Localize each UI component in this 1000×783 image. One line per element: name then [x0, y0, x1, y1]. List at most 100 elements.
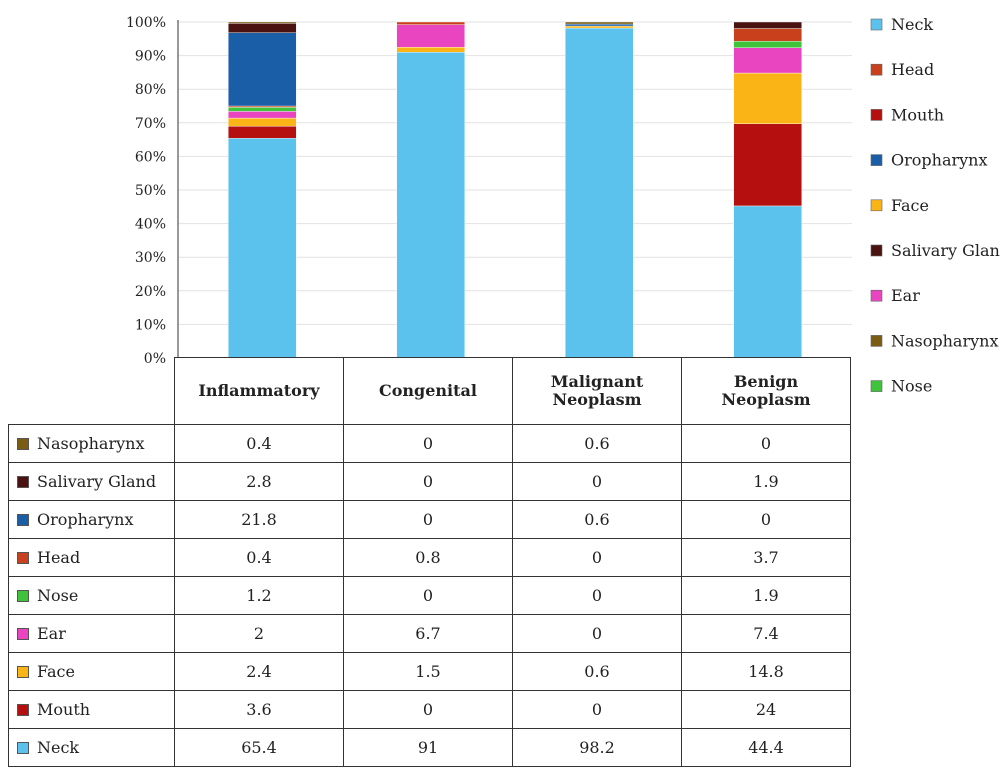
row-color-swatch: [17, 514, 29, 526]
table-cell: 24: [681, 690, 851, 729]
bar-segment-nasopharynx: [565, 21, 634, 25]
bar-segment-face: [733, 72, 802, 124]
row-color-swatch: [17, 476, 29, 488]
legend-swatch: [870, 109, 883, 121]
table-cell: 91: [343, 728, 513, 767]
table-column-header: Benign Neoplasm: [681, 357, 851, 425]
table-cell: 0.8: [343, 538, 513, 577]
legend-swatch: [870, 18, 883, 31]
table-cell: 0: [681, 500, 851, 539]
bar-segment-head: [733, 28, 802, 42]
y-tick-label: 50%: [135, 183, 166, 199]
table-cell: 0: [343, 576, 513, 615]
bar-segment-mouth: [733, 123, 802, 207]
legend-swatch: [870, 335, 883, 347]
table-cell: 0: [343, 500, 513, 539]
table-cell: 0.6: [512, 424, 682, 463]
y-tick-label: 80%: [135, 82, 166, 98]
table-cell: 2.4: [174, 652, 344, 691]
table-corner: [9, 358, 175, 425]
legend-swatch: [870, 63, 883, 76]
y-tick-label: 70%: [135, 116, 166, 132]
y-tick-label: 0%: [144, 351, 166, 367]
table-row-header: Oropharynx: [8, 500, 175, 539]
legend: Neck Head Mouth Oropharynx Face Salivary Glan…: [870, 15, 1000, 396]
legend-label: Oropharynx: [891, 151, 988, 170]
bar-segment-salivary-gland: [228, 23, 297, 33]
table-cell: 1.5: [343, 652, 513, 691]
table-cell: 0.6: [512, 652, 682, 691]
row-color-swatch: [17, 704, 29, 716]
bar-segment-face: [565, 25, 634, 29]
bar-segment-salivary-gland: [733, 21, 802, 29]
bar-segment-nose: [733, 40, 802, 48]
table-cell: 65.4: [174, 728, 344, 767]
table-cell: 2: [174, 614, 344, 653]
legend-swatch: [870, 154, 883, 166]
table-cell: 6.7: [343, 614, 513, 653]
bar-segment-face: [396, 47, 465, 53]
row-color-swatch: [17, 590, 29, 602]
legend-label: Neck: [891, 15, 933, 34]
table-column-header: Congenital: [343, 357, 513, 425]
data-table: Inflammatory Congenital Malignant Neoplasm B…: [8, 357, 851, 767]
table-cell: 7.4: [681, 614, 851, 653]
stacked-bar-chart: 0% 10% 20% 30% 40% 50% 60% 70% 80% 90% 100% Neck He…: [126, 15, 1000, 396]
table-row: Nose 1.2 0 0 1.9: [8, 576, 851, 615]
table-cell: 2.8: [174, 462, 344, 501]
table-row-header: Salivary Gland: [8, 462, 175, 501]
bar-segment-mouth: [228, 125, 297, 139]
legend-label: Nose: [891, 377, 932, 396]
bar-segment-oropharynx: [565, 23, 634, 27]
legend-swatch: [870, 380, 883, 392]
y-tick-label: 60%: [135, 149, 166, 165]
y-tick-label: 30%: [135, 250, 166, 266]
bar-segment-neck: [733, 205, 802, 359]
bar-segment-oropharynx: [228, 32, 297, 107]
row-color-swatch: [17, 742, 29, 754]
bar-segment-neck: [565, 27, 634, 359]
bar-segment-neck: [396, 52, 465, 359]
legend-swatch: [870, 244, 883, 257]
table-cell: 0.6: [512, 500, 682, 539]
table-row-header: Neck: [8, 728, 175, 767]
table-cell: 1.9: [681, 576, 851, 615]
bar-segment-nose: [228, 107, 297, 112]
row-color-swatch: [17, 438, 29, 450]
table-cell: 3.6: [174, 690, 344, 729]
table-row-header: Nose: [8, 576, 175, 615]
y-axis: 0% 10% 20% 30% 40% 50% 60% 70% 80% 90% 100%: [126, 15, 179, 367]
table-column-header: Malignant Neoplasm: [512, 357, 682, 425]
table-row: Neck 65.4 91 98.2 44.4: [8, 728, 851, 767]
table-cell: 0: [681, 424, 851, 463]
bar-segment-head: [228, 105, 297, 108]
table-row-header: Nasopharynx: [8, 424, 175, 463]
bar-segment-ear: [733, 47, 802, 74]
table-cell: 98.2: [512, 728, 682, 767]
table-row: Face 2.4 1.5 0.6 14.8: [8, 652, 851, 691]
row-color-swatch: [17, 552, 29, 564]
bar-segment-head: [396, 21, 465, 25]
legend-label: Mouth: [891, 105, 944, 124]
legend-label: Head: [891, 60, 934, 79]
table-row: Salivary Gland 2.8 0 0 1.9: [8, 462, 851, 501]
table-row-header: Head: [8, 538, 175, 577]
table-cell: 0: [512, 538, 682, 577]
bar-segment-nasopharynx: [228, 21, 297, 24]
table-cell: 0: [343, 462, 513, 501]
table-cell: 0.4: [174, 538, 344, 577]
table-row-header: Mouth: [8, 690, 175, 729]
table-cell: 0.4: [174, 424, 344, 463]
y-tick-label: 20%: [135, 284, 166, 300]
table-row: Mouth 3.6 0 0 24: [8, 690, 851, 729]
table-cell: 0: [343, 690, 513, 729]
table-cell: 0: [512, 614, 682, 653]
table-cell: 1.2: [174, 576, 344, 615]
legend-swatch: [870, 289, 883, 302]
y-tick-label: 10%: [135, 317, 166, 333]
row-color-swatch: [17, 666, 29, 678]
table-cell: 0: [343, 424, 513, 463]
legend-swatch: [870, 199, 883, 212]
legend-label: Face: [891, 196, 929, 215]
table-row-header: Ear: [8, 614, 175, 653]
